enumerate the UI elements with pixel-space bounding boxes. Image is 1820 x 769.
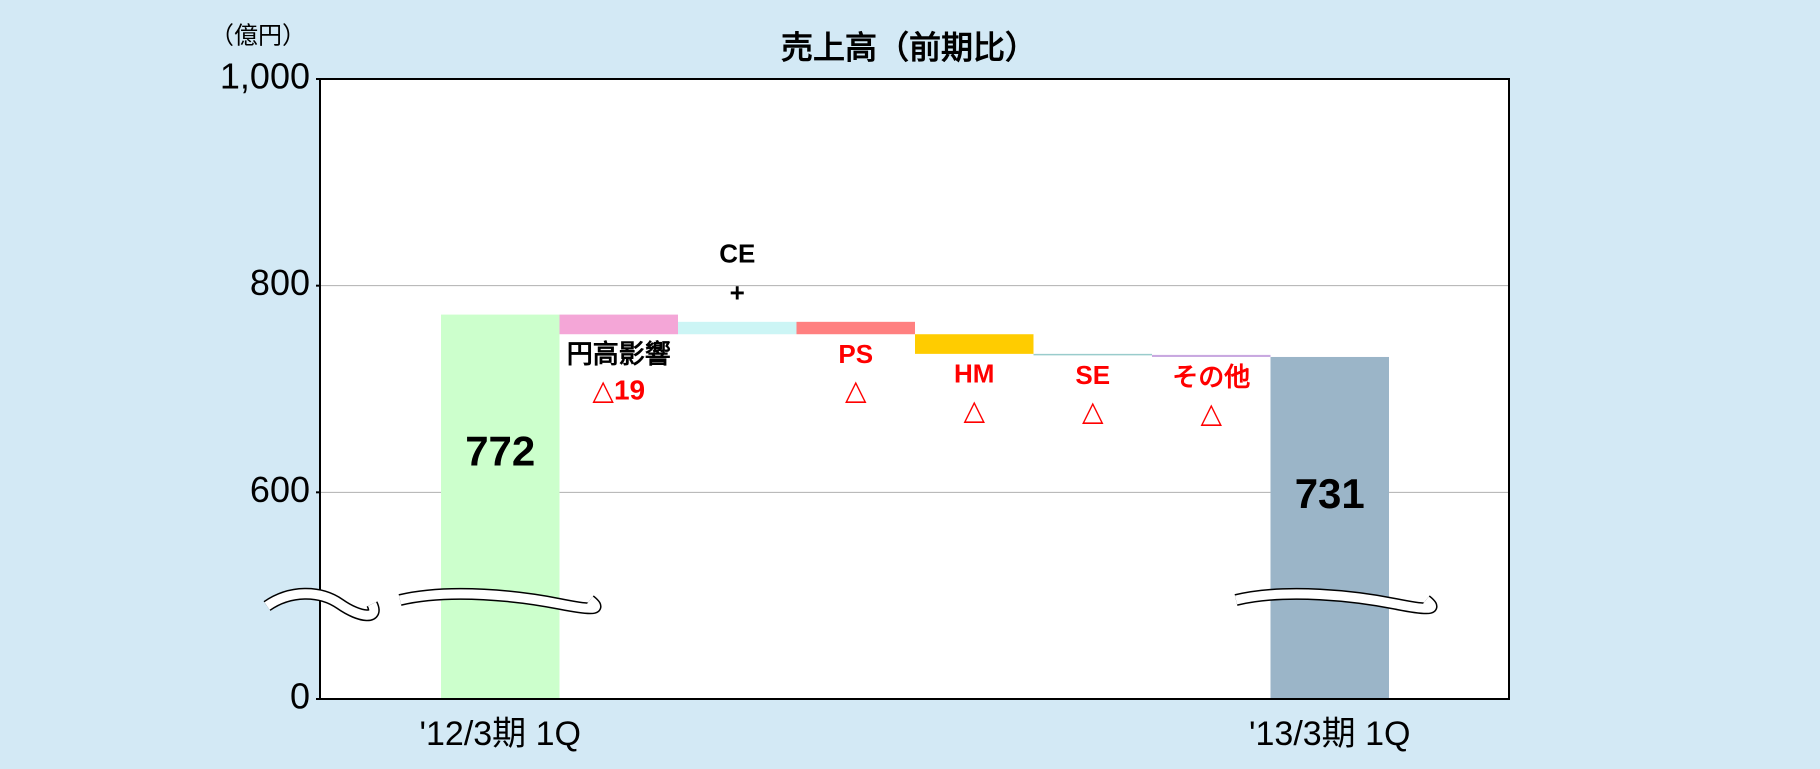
value-label: 772: [465, 428, 535, 475]
break-mark: [398, 589, 600, 613]
bar: [915, 334, 1034, 354]
bar: [1270, 356, 1389, 699]
value-label: +: [730, 278, 745, 308]
bar: [1033, 353, 1152, 356]
category-annotation: SE: [1075, 360, 1110, 390]
break-mark: [264, 589, 379, 620]
value-label: △: [1200, 397, 1222, 428]
y-tick-label: 1,000: [220, 56, 310, 97]
y-tick-label: 600: [250, 469, 310, 510]
bar: [441, 314, 560, 699]
category-annotation: HM: [954, 359, 994, 389]
bar: [559, 314, 678, 335]
labels: 0 600 800 1,000 772 '12/3期 1Q 円高影響 △19 CE + PS △ HM △…: [220, 56, 1411, 753]
bar: [1152, 354, 1271, 357]
category-annotation: 円高影響: [567, 339, 671, 369]
value-label: △19: [592, 375, 645, 406]
bars: [441, 314, 1389, 699]
value-label: △: [845, 375, 867, 406]
y-tick-label: 0: [290, 676, 310, 717]
unit-label: （億円）: [210, 22, 306, 49]
plot-frame: [319, 78, 1510, 700]
category-annotation: PS: [838, 339, 873, 369]
break-mark: [1234, 589, 1436, 613]
chart-title: 売上高（前期比）: [781, 29, 1037, 65]
y-tick-label: 800: [250, 262, 310, 303]
category-annotation: その他: [1172, 362, 1250, 392]
bar: [796, 321, 915, 335]
value-label: 731: [1295, 470, 1365, 517]
value-label: △: [963, 394, 985, 425]
x-tick-label: '12/3期 1Q: [420, 715, 581, 753]
category-annotation: CE: [719, 239, 755, 269]
axis-breaks: [263, 587, 1438, 622]
bar: [678, 321, 797, 335]
x-tick-label: '13/3期 1Q: [1249, 715, 1410, 753]
value-label: △: [1082, 395, 1104, 426]
